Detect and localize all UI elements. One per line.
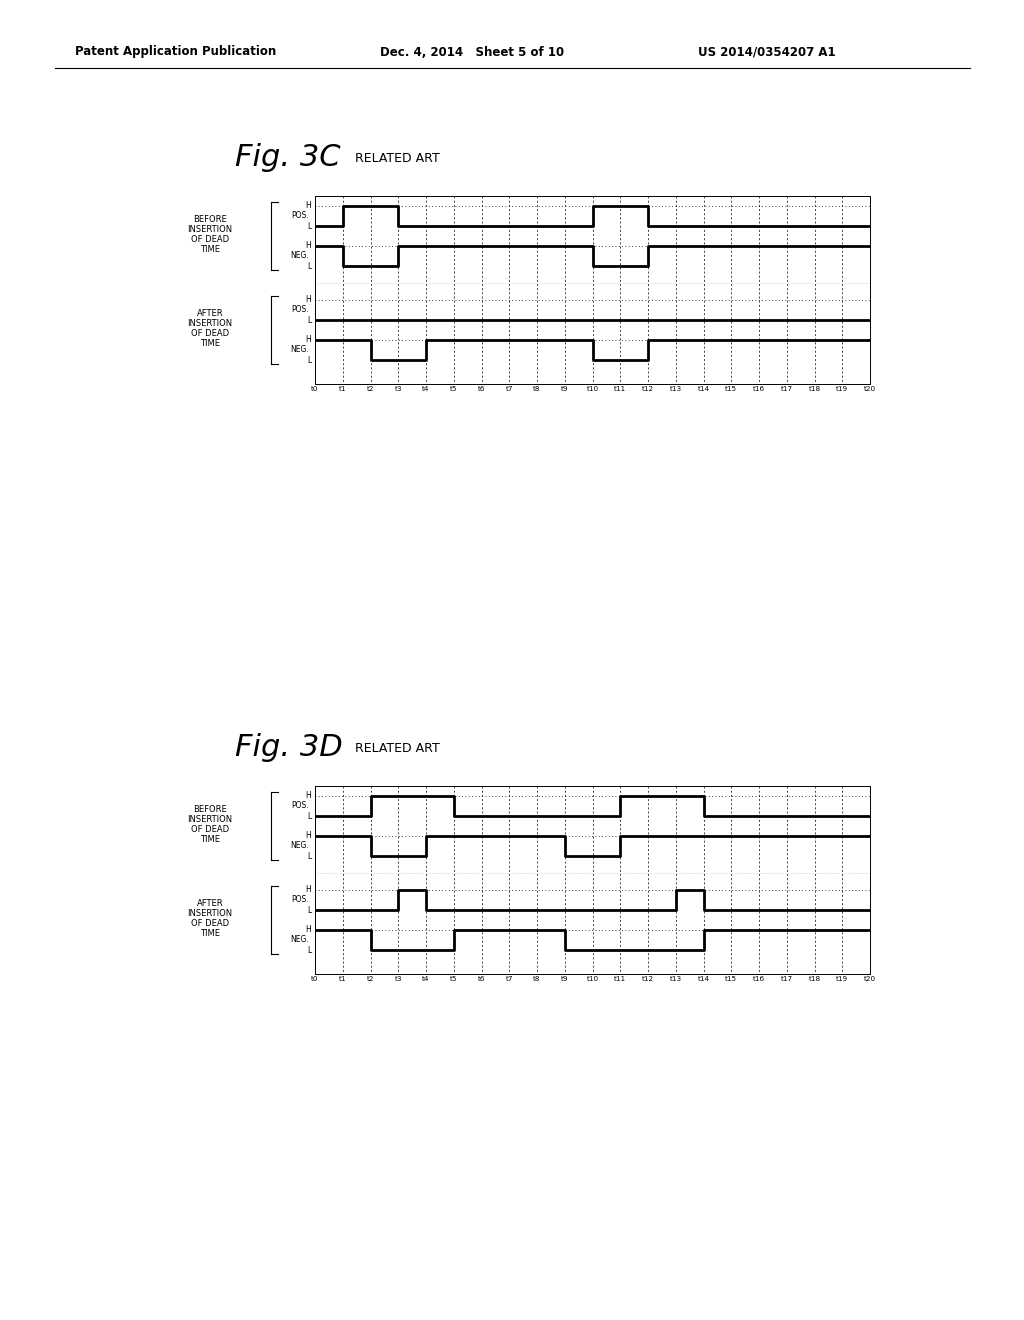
Text: INSERTION: INSERTION [187, 319, 232, 329]
Text: RELATED ART: RELATED ART [355, 152, 439, 165]
Text: RELATED ART: RELATED ART [355, 742, 439, 755]
Text: TIME: TIME [200, 246, 220, 255]
Text: L: L [307, 906, 311, 915]
Text: t15: t15 [725, 385, 737, 392]
Text: US 2014/0354207 A1: US 2014/0354207 A1 [698, 45, 836, 58]
Text: INSERTION: INSERTION [187, 226, 232, 235]
Text: t17: t17 [780, 385, 793, 392]
Bar [315, 195, 870, 384]
Text: INSERTION: INSERTION [187, 816, 232, 825]
Text: t17: t17 [780, 975, 793, 982]
Text: t6: t6 [478, 975, 485, 982]
Text: t3: t3 [394, 385, 402, 392]
Text: t1: t1 [339, 975, 346, 982]
Text: t5: t5 [450, 385, 458, 392]
Text: t4: t4 [422, 975, 430, 982]
Text: t9: t9 [561, 385, 568, 392]
Text: t12: t12 [642, 385, 654, 392]
Text: t8: t8 [534, 385, 541, 392]
Text: INSERTION: INSERTION [187, 909, 232, 919]
Text: t1: t1 [339, 385, 346, 392]
Text: POS.: POS. [292, 211, 309, 220]
Text: t18: t18 [808, 385, 820, 392]
Text: t11: t11 [614, 975, 627, 982]
Bar [315, 785, 870, 974]
Text: H: H [305, 242, 311, 251]
Text: AFTER: AFTER [197, 309, 223, 318]
Text: OF DEAD: OF DEAD [190, 920, 229, 928]
Text: t13: t13 [670, 975, 682, 982]
Text: t10: t10 [587, 385, 599, 392]
Text: t9: t9 [561, 975, 568, 982]
Text: t6: t6 [478, 385, 485, 392]
Text: t16: t16 [753, 385, 765, 392]
Text: H: H [305, 832, 311, 841]
Text: t4: t4 [422, 385, 430, 392]
Text: t20: t20 [864, 975, 877, 982]
Text: t15: t15 [725, 975, 737, 982]
Text: H: H [305, 201, 311, 210]
Text: AFTER: AFTER [197, 899, 223, 908]
Text: NEG.: NEG. [290, 346, 309, 355]
Text: t14: t14 [697, 385, 710, 392]
Text: t7: t7 [506, 385, 513, 392]
Text: L: L [307, 812, 311, 821]
Text: t16: t16 [753, 975, 765, 982]
Text: H: H [305, 335, 311, 345]
Text: t0: t0 [311, 975, 318, 982]
Text: t5: t5 [450, 975, 458, 982]
Text: t2: t2 [367, 975, 374, 982]
Text: L: L [307, 315, 311, 325]
Text: OF DEAD: OF DEAD [190, 825, 229, 834]
Text: POS.: POS. [292, 305, 309, 314]
Text: L: L [307, 222, 311, 231]
Text: POS.: POS. [292, 895, 309, 904]
Text: OF DEAD: OF DEAD [190, 235, 229, 244]
Text: POS.: POS. [292, 801, 309, 810]
Text: t7: t7 [506, 975, 513, 982]
Text: OF DEAD: OF DEAD [190, 330, 229, 338]
Text: t13: t13 [670, 385, 682, 392]
Text: H: H [305, 296, 311, 305]
Text: t14: t14 [697, 975, 710, 982]
Text: TIME: TIME [200, 929, 220, 939]
Text: Fig. 3D: Fig. 3D [234, 734, 343, 763]
Text: t12: t12 [642, 975, 654, 982]
Text: BEFORE: BEFORE [194, 805, 227, 814]
Text: t2: t2 [367, 385, 374, 392]
Text: t19: t19 [837, 385, 848, 392]
Text: NEG.: NEG. [290, 936, 309, 945]
Text: L: L [307, 945, 311, 954]
Text: t10: t10 [587, 975, 599, 982]
Text: BEFORE: BEFORE [194, 215, 227, 224]
Text: t18: t18 [808, 975, 820, 982]
Text: t20: t20 [864, 385, 877, 392]
Text: L: L [307, 851, 311, 861]
Text: NEG.: NEG. [290, 252, 309, 260]
Text: H: H [305, 791, 311, 800]
Text: NEG.: NEG. [290, 842, 309, 850]
Text: L: L [307, 355, 311, 364]
Text: TIME: TIME [200, 339, 220, 348]
Text: H: H [305, 925, 311, 935]
Text: TIME: TIME [200, 836, 220, 845]
Text: t0: t0 [311, 385, 318, 392]
Text: t19: t19 [837, 975, 848, 982]
Text: Patent Application Publication: Patent Application Publication [75, 45, 276, 58]
Text: t8: t8 [534, 975, 541, 982]
Text: Fig. 3C: Fig. 3C [234, 144, 341, 173]
Text: t11: t11 [614, 385, 627, 392]
Text: Dec. 4, 2014   Sheet 5 of 10: Dec. 4, 2014 Sheet 5 of 10 [380, 45, 564, 58]
Text: L: L [307, 261, 311, 271]
Text: H: H [305, 886, 311, 894]
Text: t3: t3 [394, 975, 402, 982]
